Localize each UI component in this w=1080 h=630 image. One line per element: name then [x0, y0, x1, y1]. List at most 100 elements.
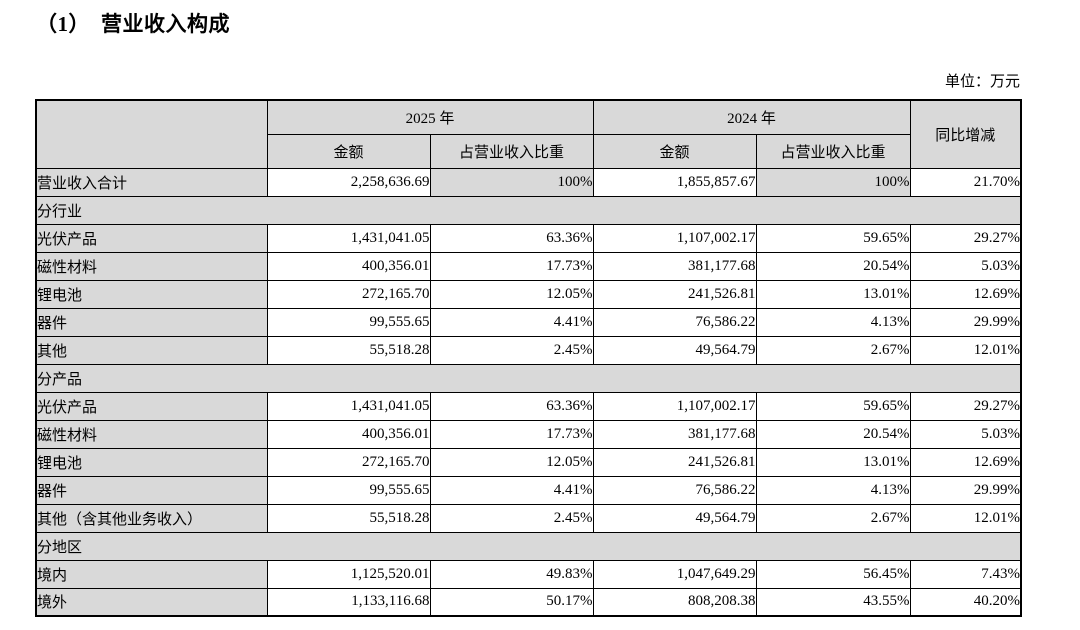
row-label: 境外 [35, 587, 268, 617]
amount-2025: 272,165.70 [266, 447, 431, 477]
section-header-row: 分地区 [35, 531, 1022, 561]
table-body: 营业收入合计 2,258,636.69 100% 1,855,857.67 100% 21… [35, 167, 1022, 617]
section-title: 分行业 [35, 195, 1022, 225]
section-header-row: 分行业 [35, 195, 1022, 225]
row-label: 磁性材料 [35, 419, 268, 449]
amount-2024: 49,564.79 [592, 503, 757, 533]
yoy: 40.20% [909, 587, 1022, 617]
yoy: 12.69% [909, 447, 1022, 477]
total-row: 营业收入合计 2,258,636.69 100% 1,855,857.67 100% 21… [35, 167, 1022, 197]
table-header: 2025 年 2024 年 同比增减 金额 占营业收入比重 金额 占营业收入比重 [35, 99, 1022, 169]
ratio-2024: 20.54% [755, 251, 911, 281]
header-ratio-2025: 占营业收入比重 [429, 133, 594, 169]
table-row: 器件 99,555.65 4.41% 76,586.22 4.13% 29.99% [35, 475, 1022, 505]
page-title: （1） 营业收入构成 [36, 12, 230, 36]
row-label: 营业收入合计 [35, 167, 268, 197]
amount-2024: 49,564.79 [592, 335, 757, 365]
ratio-2024: 13.01% [755, 447, 911, 477]
amount-2025: 1,431,041.05 [266, 223, 431, 253]
amount-2024: 76,586.22 [592, 475, 757, 505]
yoy: 7.43% [909, 559, 1022, 589]
yoy: 29.99% [909, 475, 1022, 505]
ratio-2025: 2.45% [429, 335, 594, 365]
yoy: 29.27% [909, 223, 1022, 253]
row-label: 境内 [35, 559, 268, 589]
ratio-2024: 4.13% [755, 307, 911, 337]
amount-2024: 1,855,857.67 [592, 167, 757, 197]
table-row: 锂电池 272,165.70 12.05% 241,526.81 13.01% 12.69… [35, 447, 1022, 477]
row-label: 器件 [35, 307, 268, 337]
row-label: 其他（含其他业务收入） [35, 503, 268, 533]
ratio-2024: 4.13% [755, 475, 911, 505]
yoy: 12.01% [909, 335, 1022, 365]
ratio-2025: 100% [429, 167, 594, 197]
ratio-2025: 63.36% [429, 391, 594, 421]
yoy: 12.01% [909, 503, 1022, 533]
header-amount-2025: 金额 [266, 133, 431, 169]
amount-2025: 400,356.01 [266, 419, 431, 449]
amount-2025: 272,165.70 [266, 279, 431, 309]
row-label: 锂电池 [35, 447, 268, 477]
row-label: 光伏产品 [35, 223, 268, 253]
row-label: 器件 [35, 475, 268, 505]
ratio-2024: 2.67% [755, 503, 911, 533]
table-row: 境内 1,125,520.01 49.83% 1,047,649.29 56.45% 7.… [35, 559, 1022, 589]
ratio-2024: 43.55% [755, 587, 911, 617]
ratio-2024: 20.54% [755, 419, 911, 449]
header-yoy: 同比增减 [909, 99, 1022, 169]
amount-2024: 381,177.68 [592, 251, 757, 281]
ratio-2024: 59.65% [755, 223, 911, 253]
amount-2024: 1,107,002.17 [592, 391, 757, 421]
amount-2025: 55,518.28 [266, 503, 431, 533]
amount-2024: 381,177.68 [592, 419, 757, 449]
ratio-2025: 12.05% [429, 447, 594, 477]
table-row: 锂电池 272,165.70 12.05% 241,526.81 13.01% 12.69… [35, 279, 1022, 309]
amount-2024: 241,526.81 [592, 279, 757, 309]
table-row: 磁性材料 400,356.01 17.73% 381,177.68 20.54% 5.03… [35, 419, 1022, 449]
ratio-2025: 12.05% [429, 279, 594, 309]
section-title: 分产品 [35, 363, 1022, 393]
amount-2025: 1,431,041.05 [266, 391, 431, 421]
yoy: 5.03% [909, 251, 1022, 281]
table-row: 境外 1,133,116.68 50.17% 808,208.38 43.55% 40.2… [35, 587, 1022, 617]
table-row: 器件 99,555.65 4.41% 76,586.22 4.13% 29.99% [35, 307, 1022, 337]
ratio-2025: 17.73% [429, 419, 594, 449]
amount-2024: 76,586.22 [592, 307, 757, 337]
section-title: 分地区 [35, 531, 1022, 561]
amount-2024: 1,107,002.17 [592, 223, 757, 253]
unit-label: 单位：万元 [944, 74, 1020, 90]
ratio-2024: 100% [755, 167, 911, 197]
amount-2025: 1,125,520.01 [266, 559, 431, 589]
header-blank-cell [35, 99, 268, 169]
yoy: 5.03% [909, 419, 1022, 449]
amount-2024: 808,208.38 [592, 587, 757, 617]
ratio-2025: 50.17% [429, 587, 594, 617]
amount-2025: 99,555.65 [266, 307, 431, 337]
header-amount-2024: 金额 [592, 133, 757, 169]
revenue-composition-table: 2025 年 2024 年 同比增减 金额 占营业收入比重 金额 占营业收入比重… [35, 99, 1023, 617]
header-ratio-2024: 占营业收入比重 [755, 133, 911, 169]
row-label: 锂电池 [35, 279, 268, 309]
amount-2025: 55,518.28 [266, 335, 431, 365]
table-row: 其他 55,518.28 2.45% 49,564.79 2.67% 12.01% [35, 335, 1022, 365]
table-row: 其他（含其他业务收入） 55,518.28 2.45% 49,564.79 2.67% 1… [35, 503, 1022, 533]
amount-2025: 1,133,116.68 [266, 587, 431, 617]
ratio-2024: 56.45% [755, 559, 911, 589]
yoy: 21.70% [909, 167, 1022, 197]
header-row-measures: 金额 占营业收入比重 金额 占营业收入比重 [36, 133, 1021, 169]
amount-2024: 241,526.81 [592, 447, 757, 477]
ratio-2024: 2.67% [755, 335, 911, 365]
row-label: 其他 [35, 335, 268, 365]
ratio-2025: 17.73% [429, 251, 594, 281]
header-year-2025: 2025 年 [266, 99, 594, 135]
amount-2024: 1,047,649.29 [592, 559, 757, 589]
amount-2025: 2,258,636.69 [266, 167, 431, 197]
ratio-2025: 4.41% [429, 307, 594, 337]
amount-2025: 400,356.01 [266, 251, 431, 281]
header-row-years: 2025 年 2024 年 同比增减 [35, 99, 1022, 169]
row-label: 光伏产品 [35, 391, 268, 421]
header-year-2024: 2024 年 [592, 99, 911, 135]
table-row: 光伏产品 1,431,041.05 63.36% 1,107,002.17 59.65%… [35, 391, 1022, 421]
ratio-2025: 2.45% [429, 503, 594, 533]
